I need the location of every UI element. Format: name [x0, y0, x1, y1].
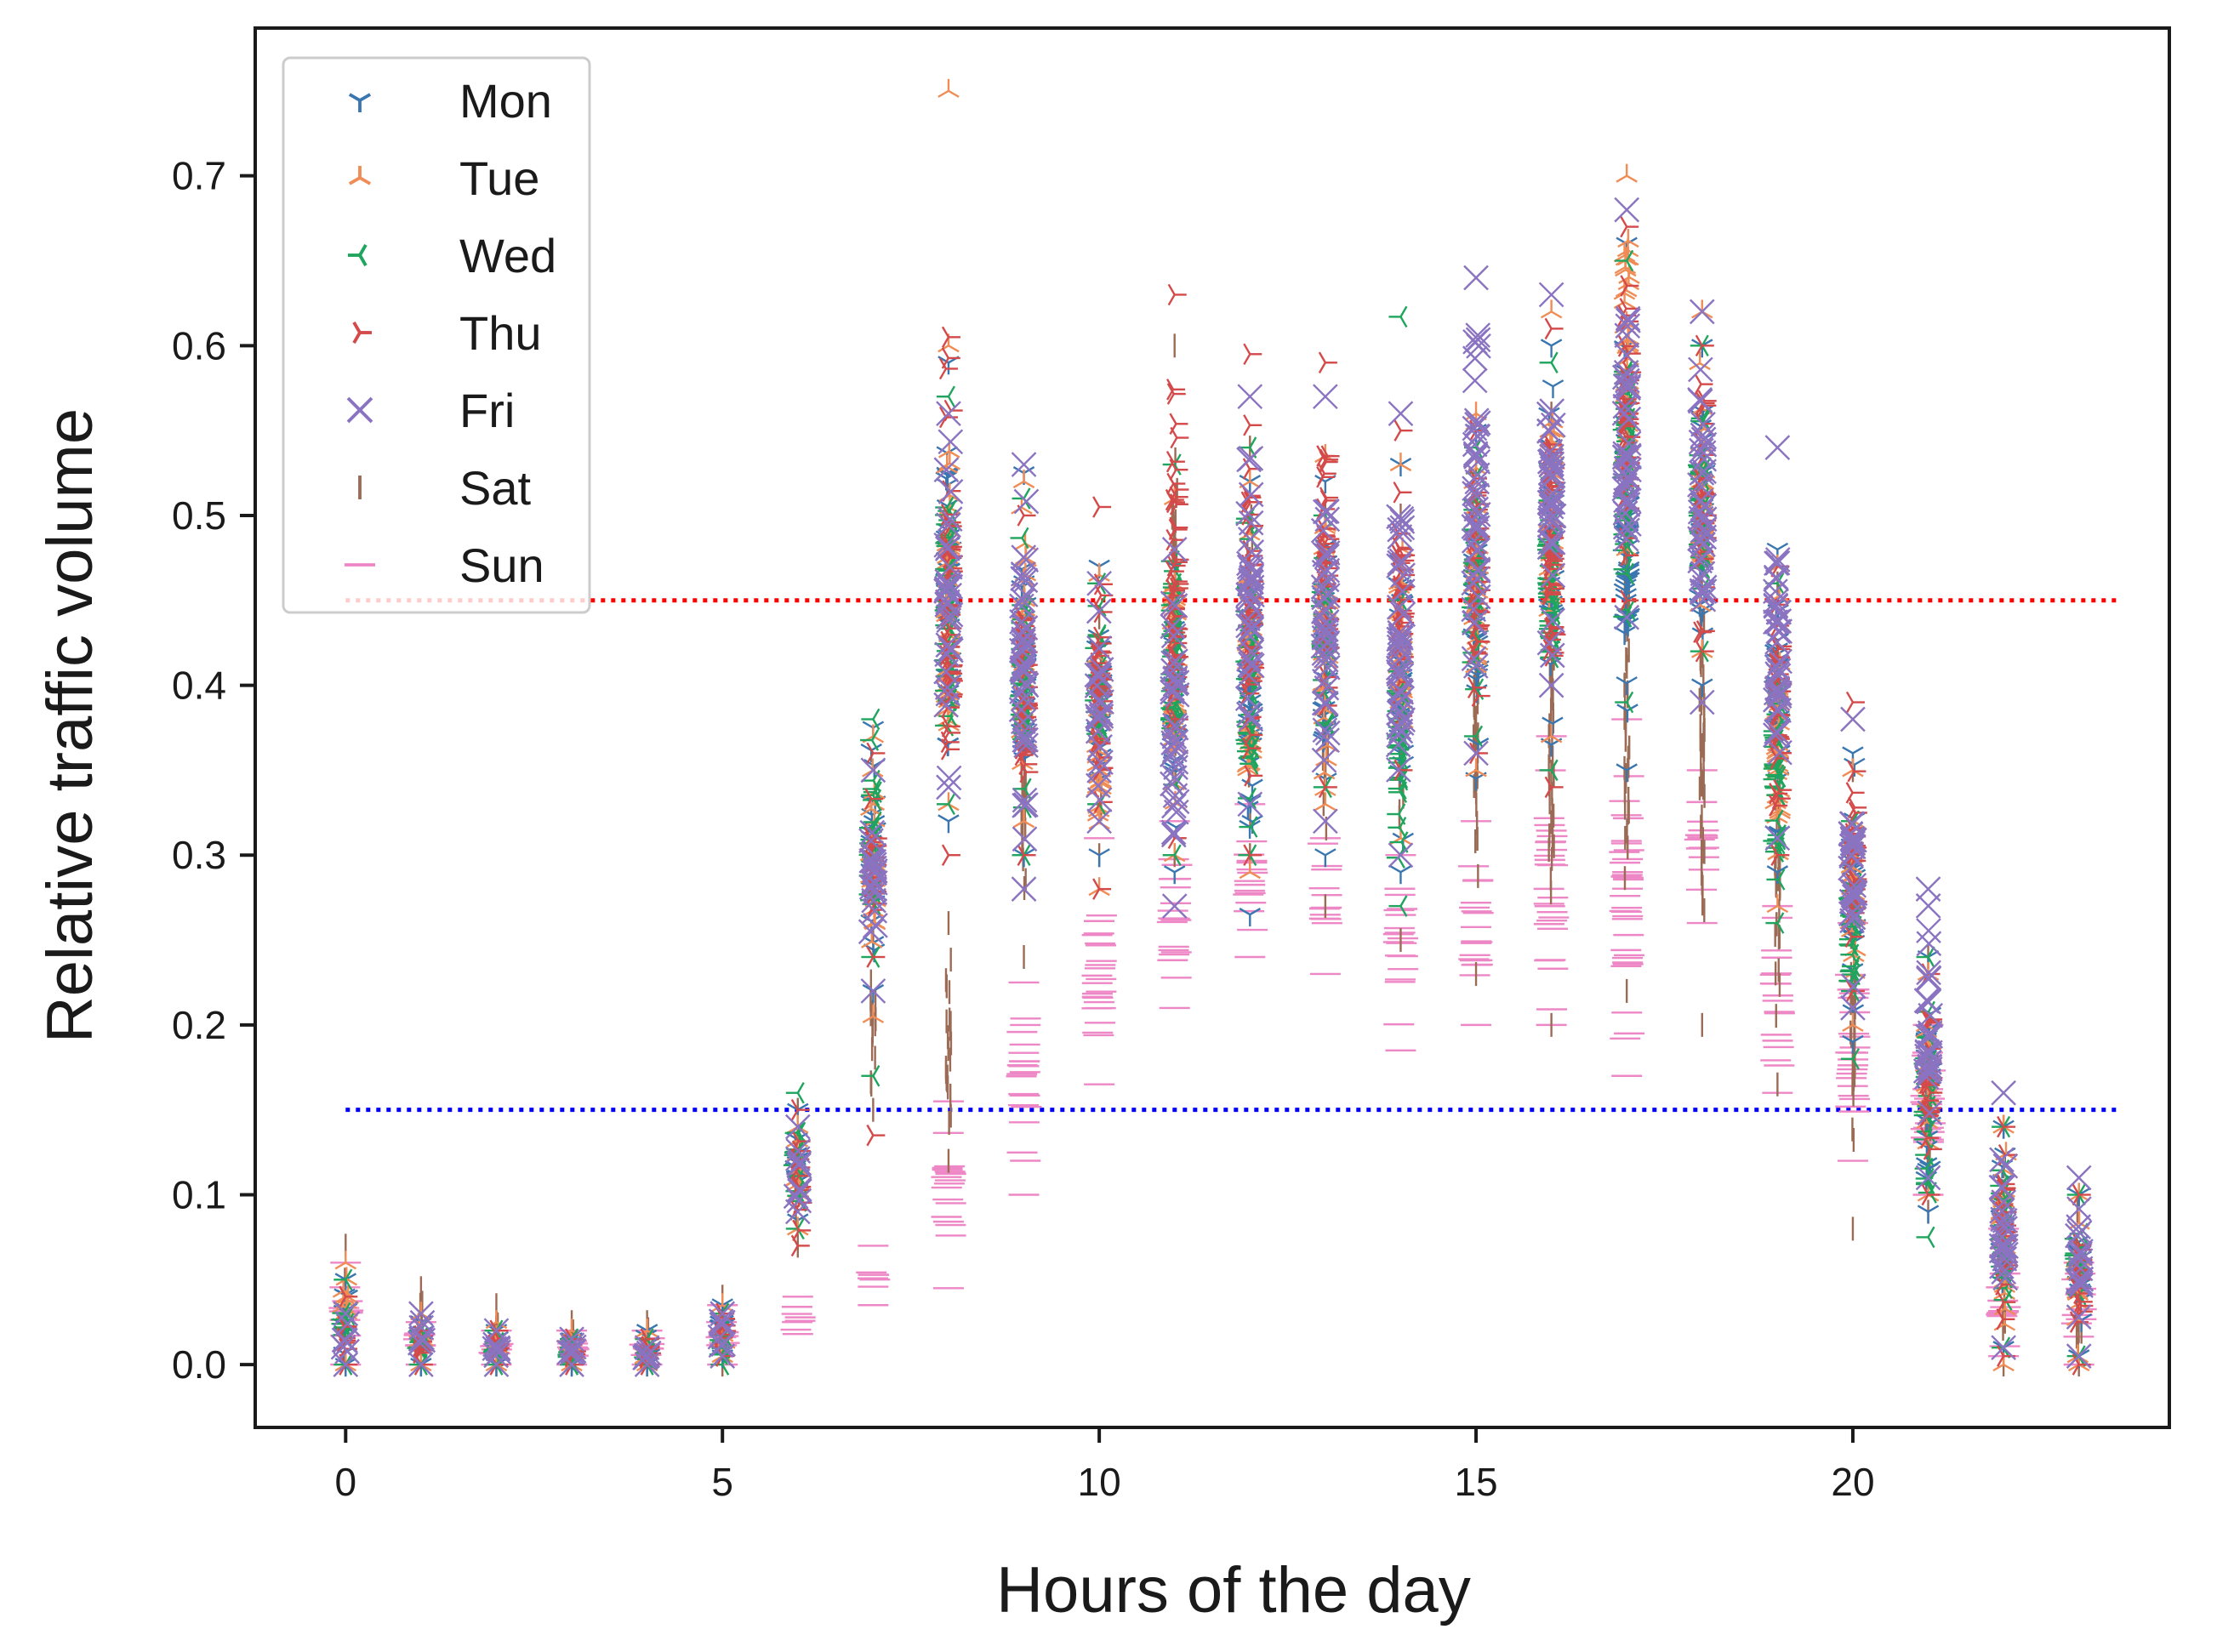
point-tue	[1540, 724, 1563, 743]
point-mon	[1542, 379, 1564, 399]
point-wed	[863, 778, 882, 800]
y-tick-label: 0.2	[172, 1003, 226, 1047]
point-mon	[1616, 574, 1638, 594]
point-wed	[333, 1268, 353, 1291]
point-wed	[936, 385, 955, 407]
point-wed	[1239, 816, 1258, 838]
legend-label: Wed	[459, 229, 556, 282]
y-tick-label: 0.4	[172, 664, 226, 708]
point-wed	[785, 1081, 805, 1104]
x-tick-label: 5	[711, 1460, 733, 1504]
point-mon	[1540, 339, 1563, 358]
point-mon	[1616, 704, 1638, 723]
point-mon	[1163, 865, 1186, 885]
y-tick-label: 0.7	[172, 154, 226, 198]
point-mon	[1616, 676, 1638, 696]
point-tue	[1012, 470, 1035, 489]
point-tue	[1842, 1012, 1864, 1032]
point-mon	[1917, 1205, 1940, 1224]
legend-label: Tue	[459, 151, 539, 205]
point-wed	[1541, 597, 1560, 620]
point-tue	[1540, 299, 1563, 319]
point-tue	[1314, 792, 1336, 812]
point-tue	[1389, 453, 1412, 472]
point-wed	[936, 793, 955, 816]
point-tue	[1766, 894, 1789, 914]
legend-label: Sat	[459, 461, 531, 515]
point-wed	[1313, 776, 1332, 799]
point-wed	[1615, 691, 1634, 714]
legend-label: Mon	[459, 74, 552, 128]
point-tue	[1313, 760, 1336, 780]
point-wed	[1012, 778, 1032, 800]
x-tick-label: 20	[1831, 1460, 1874, 1504]
point-wed	[861, 708, 880, 731]
point-mon	[1616, 763, 1638, 783]
legend-label: Sun	[459, 538, 544, 592]
x-tick-label: 0	[335, 1460, 357, 1504]
point-wed	[1387, 803, 1406, 825]
y-axis-label: Relative traffic volume	[34, 408, 106, 1043]
point-tue	[862, 1004, 885, 1023]
point-wed	[1010, 527, 1029, 550]
x-tick-label: 10	[1078, 1460, 1121, 1504]
point-wed	[1464, 725, 1484, 748]
point-mon	[1766, 865, 1789, 885]
legend-label: Fri	[459, 384, 515, 437]
point-mon	[1239, 908, 1262, 927]
y-tick-label: 0.3	[172, 833, 226, 877]
legend-box	[282, 56, 591, 614]
point-wed	[1388, 781, 1408, 804]
x-tick-label: 15	[1454, 1460, 1497, 1504]
y-tick-label: 0.1	[172, 1172, 226, 1216]
point-mon	[1314, 848, 1336, 868]
x-axis-label: Hours of the day	[996, 1554, 1471, 1626]
point-wed	[860, 729, 880, 751]
outlier-tue	[937, 78, 960, 98]
point-wed	[1162, 844, 1182, 866]
y-tick-label: 0.0	[172, 1342, 226, 1387]
point-wed	[861, 946, 880, 968]
point-wed	[1238, 844, 1257, 866]
y-tick-label: 0.5	[172, 493, 226, 538]
point-wed	[1539, 351, 1559, 374]
data-points	[328, 78, 2097, 1377]
point-tue	[1465, 758, 1487, 778]
point-wed	[1012, 844, 1031, 866]
point-mon	[1088, 848, 1110, 868]
point-tue	[1239, 860, 1262, 880]
y-tick-label: 0.6	[172, 323, 226, 367]
point-tue	[334, 1250, 357, 1270]
point-mon	[1389, 865, 1412, 885]
point-wed	[1389, 831, 1409, 853]
point-tue	[1616, 163, 1638, 183]
legend-label: Thu	[459, 306, 542, 360]
legend: Mon Tue Wed Thu Fri Sat Sun	[282, 56, 591, 614]
point-mon	[1540, 738, 1563, 757]
point-mon	[1542, 716, 1564, 736]
point-wed	[1388, 895, 1408, 917]
point-tue	[1616, 238, 1639, 258]
point-mon	[1691, 678, 1713, 698]
point-tue	[1012, 809, 1035, 829]
point-mon	[1465, 772, 1487, 791]
point-mon	[1389, 458, 1412, 477]
point-wed	[1539, 759, 1559, 782]
point-mon	[1842, 1034, 1864, 1054]
point-mon	[937, 814, 960, 834]
